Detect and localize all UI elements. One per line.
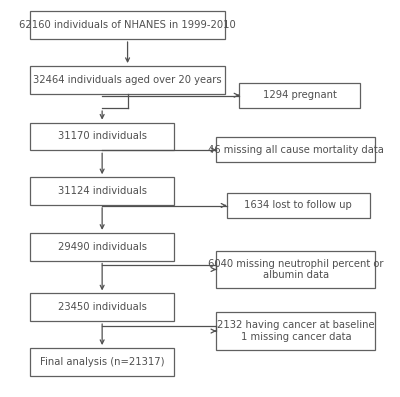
Text: Final analysis (n=21317): Final analysis (n=21317) [40,357,164,367]
Bar [30,293,174,321]
Bar [30,123,174,150]
Text: 31170 individuals: 31170 individuals [58,131,147,141]
Bar [30,348,174,376]
Bar [30,233,174,260]
Bar [30,177,174,205]
Text: 23450 individuals: 23450 individuals [58,302,146,312]
Text: 2132 having cancer at baseline
1 missing cancer data: 2132 having cancer at baseline 1 missing… [217,320,375,342]
Bar [216,251,375,288]
Bar [216,312,375,350]
Text: 1294 pregnant: 1294 pregnant [263,90,336,100]
Bar [216,137,375,162]
Text: 6040 missing neutrophil percent or
albumin data: 6040 missing neutrophil percent or album… [208,259,384,280]
Text: 29490 individuals: 29490 individuals [58,242,147,252]
Text: 32464 individuals aged over 20 years: 32464 individuals aged over 20 years [33,75,222,85]
Text: 46 missing all cause mortality data: 46 missing all cause mortality data [208,145,384,155]
Bar [30,12,225,39]
Bar [240,83,360,108]
Text: 62160 individuals of NHANES in 1999-2010: 62160 individuals of NHANES in 1999-2010 [19,20,236,30]
Text: 31124 individuals: 31124 individuals [58,186,147,196]
Bar [30,66,225,94]
Text: 1634 lost to follow up: 1634 lost to follow up [244,200,352,210]
Bar [226,193,370,218]
